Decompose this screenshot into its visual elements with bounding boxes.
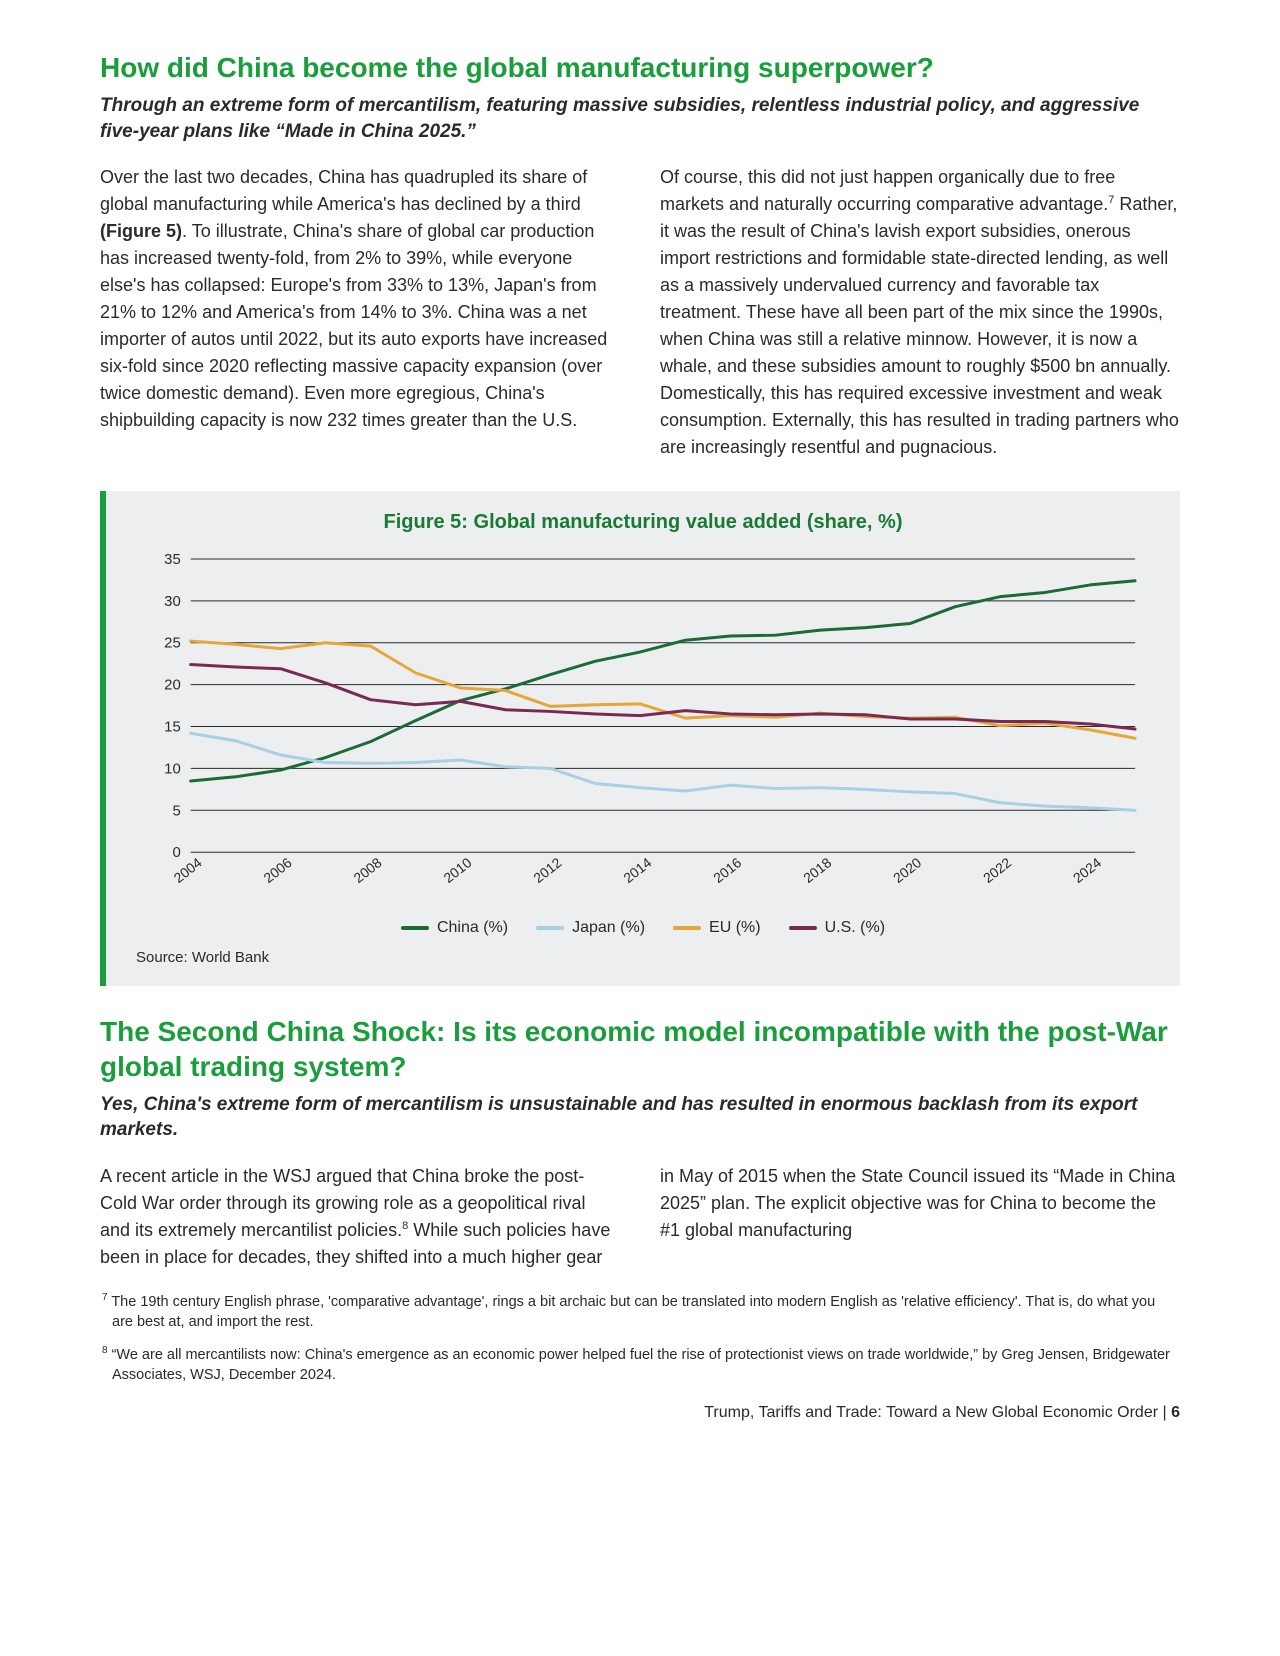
section1-body: Over the last two decades, China has qua… (100, 164, 1180, 466)
svg-text:2024: 2024 (1070, 854, 1104, 886)
svg-text:2022: 2022 (980, 854, 1014, 886)
svg-text:10: 10 (164, 761, 181, 777)
document-page: How did China become the global manufact… (50, 0, 1230, 1452)
figure-5-source: Source: World Bank (136, 949, 1150, 966)
footnote-7: 7 The 19th century English phrase, 'comp… (100, 1291, 1180, 1332)
figure-ref: (Figure 5) (100, 221, 182, 241)
svg-text:0: 0 (172, 845, 180, 861)
section1-para2a: Of course, this did not just happen orga… (660, 167, 1115, 214)
svg-text:20: 20 (164, 677, 181, 693)
legend-swatch (536, 926, 564, 930)
svg-text:5: 5 (172, 803, 180, 819)
section1-para1c: . To illustrate, China's share of global… (100, 221, 607, 430)
svg-text:2012: 2012 (530, 854, 564, 886)
svg-text:25: 25 (164, 635, 181, 651)
legend-item: U.S. (%) (789, 919, 885, 937)
section1-subheading: Through an extreme form of mercantilism,… (100, 93, 1180, 144)
section2-subheading: Yes, China's extreme form of mercantilis… (100, 1092, 1180, 1143)
footer-page-number: 6 (1171, 1404, 1180, 1421)
footnote-8-text: “We are all mercantilists now: China's e… (108, 1347, 1170, 1383)
section1-heading: How did China become the global manufact… (100, 50, 1180, 85)
svg-text:30: 30 (164, 594, 181, 610)
footnote-8: 8 “We are all mercantilists now: China's… (100, 1344, 1180, 1385)
legend-item: EU (%) (673, 919, 761, 937)
section2-para1: A recent article in the WSJ argued that … (100, 1163, 1180, 1271)
legend-item: Japan (%) (536, 919, 645, 937)
page-footer: Trump, Tariffs and Trade: Toward a New G… (100, 1404, 1180, 1422)
svg-text:2018: 2018 (800, 854, 834, 886)
section1-para2b: Rather, it was the result of China's lav… (660, 194, 1179, 457)
svg-text:35: 35 (164, 552, 181, 568)
legend-swatch (789, 926, 817, 930)
svg-text:2010: 2010 (440, 854, 474, 886)
svg-text:2020: 2020 (890, 854, 924, 886)
legend-label: China (%) (437, 919, 508, 937)
svg-text:2014: 2014 (620, 854, 654, 886)
legend-label: EU (%) (709, 919, 761, 937)
section1-para1a: Over the last two decades, China has qua… (100, 167, 587, 214)
legend-swatch (401, 926, 429, 930)
legend-swatch (673, 926, 701, 930)
figure-5-title: Figure 5: Global manufacturing value add… (136, 511, 1150, 534)
svg-text:2016: 2016 (710, 854, 744, 886)
footnote-7-text: The 19th century English phrase, 'compar… (108, 1294, 1156, 1330)
figure-5-chart: 0510152025303520042006200820102012201420… (136, 549, 1150, 907)
legend-label: Japan (%) (572, 919, 645, 937)
footnotes: 7 The 19th century English phrase, 'comp… (100, 1291, 1180, 1386)
svg-text:15: 15 (164, 719, 181, 735)
section2-heading: The Second China Shock: Is its economic … (100, 1014, 1180, 1084)
svg-text:2008: 2008 (350, 854, 384, 886)
section1-para2: Of course, this did not just happen orga… (660, 164, 1180, 461)
section1-para1: Over the last two decades, China has qua… (100, 164, 620, 434)
legend-item: China (%) (401, 919, 508, 937)
figure-5-block: Figure 5: Global manufacturing value add… (100, 491, 1180, 986)
svg-text:2006: 2006 (260, 854, 294, 886)
legend-label: U.S. (%) (825, 919, 885, 937)
section2-body: A recent article in the WSJ argued that … (100, 1163, 1180, 1271)
figure-5-legend: China (%) Japan (%) EU (%) U.S. (%) (136, 917, 1150, 937)
footer-text: Trump, Tariffs and Trade: Toward a New G… (704, 1404, 1171, 1421)
